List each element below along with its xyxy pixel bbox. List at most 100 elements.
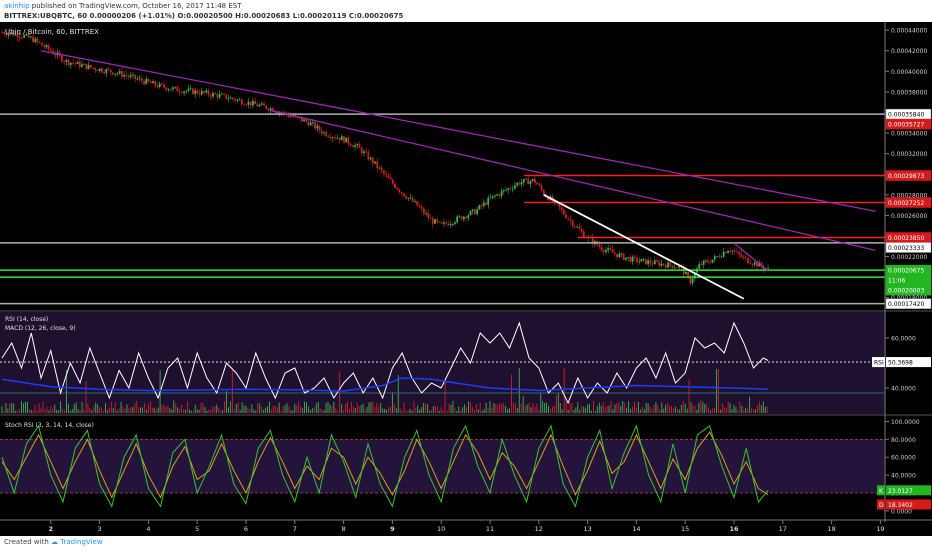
price-label: 0.00023333 <box>888 245 924 252</box>
price-tick-label: 0.00022000 <box>891 254 927 261</box>
stoch-k-value: 23.0127 <box>888 488 913 495</box>
candle-body <box>618 253 621 258</box>
price-tick-label: 0.00026000 <box>891 213 927 220</box>
candle-body <box>645 258 647 265</box>
candle-body <box>467 215 470 219</box>
candle-body <box>471 209 474 212</box>
candle-body <box>447 223 450 226</box>
candle-body <box>496 194 499 196</box>
candle-body <box>32 36 34 43</box>
candle-body <box>491 195 494 198</box>
candle-body <box>478 205 481 210</box>
change-label: 0.00000206 (+1.01%) <box>89 12 175 20</box>
macd-label: MACD (12, 26, close, 9) <box>5 325 76 332</box>
symbol-label: BITTREX:UBQBTC, 60 <box>4 12 88 20</box>
stoch-k-tag <box>877 485 885 496</box>
rsi-panel <box>0 312 885 414</box>
tradingview-link[interactable]: TradingView <box>60 538 103 546</box>
candle-body <box>514 185 516 189</box>
candle-body <box>78 61 81 67</box>
candle-body <box>684 272 687 275</box>
candle-body <box>365 151 368 153</box>
candle-body <box>165 87 168 90</box>
candle-body <box>691 278 694 284</box>
candle-body <box>707 260 709 263</box>
candle-body <box>209 94 212 97</box>
rsi-name-box <box>872 357 885 368</box>
candle-body <box>751 264 754 265</box>
candle-body <box>700 264 703 265</box>
candle-body <box>116 73 119 75</box>
candle-body <box>573 226 576 228</box>
candle-body <box>287 114 290 117</box>
candle-body <box>25 34 28 36</box>
candle-body <box>465 216 467 219</box>
candle-body <box>747 257 749 264</box>
candle-body <box>69 62 72 65</box>
candle-body <box>489 197 492 199</box>
candle-body <box>389 177 392 180</box>
price-label: 0.00035727 <box>888 122 924 129</box>
candle-body <box>81 64 83 67</box>
candle-body <box>240 99 243 105</box>
candle-body <box>351 145 354 147</box>
stoch-tick-label: 80.0000 <box>891 437 916 444</box>
candle-body <box>580 228 583 232</box>
candle-body <box>256 104 259 107</box>
time-tick-label: 7 <box>293 525 297 533</box>
candle-body <box>416 201 419 206</box>
candle-body <box>18 37 21 39</box>
candle-body <box>238 99 241 101</box>
stoch-label: Stoch RSI (3, 3, 14, 14, close) <box>5 422 94 429</box>
candle-body <box>758 262 761 267</box>
candle-body <box>305 119 308 122</box>
candle-body <box>660 263 663 266</box>
candle-body <box>451 223 454 225</box>
stoch-k-tag-label: K <box>879 488 884 495</box>
candle-body <box>656 260 658 262</box>
candle-body <box>647 260 650 265</box>
candle-body <box>522 179 525 183</box>
candle-body <box>147 78 150 82</box>
candle-body <box>533 178 536 183</box>
candle-body <box>591 237 594 245</box>
candle-body <box>569 219 572 221</box>
candle-body <box>487 197 490 205</box>
candle-body <box>249 101 252 106</box>
candle-body <box>223 93 225 95</box>
price-label: 0.00023850 <box>888 235 924 242</box>
open-label: O:0.00020500 <box>177 12 233 20</box>
time-tick-label: 19 <box>876 525 884 533</box>
candle-body <box>578 226 581 229</box>
candle-body <box>744 257 747 259</box>
candle-body <box>414 201 416 202</box>
candle-body <box>629 257 632 262</box>
candle-body <box>205 90 208 93</box>
candle-body <box>178 91 181 93</box>
stoch-rsi-panel <box>0 424 885 508</box>
time-tick-label: 6 <box>244 525 248 533</box>
candle-body <box>29 36 32 38</box>
candle-body <box>565 214 567 219</box>
rsi-band <box>0 312 885 414</box>
stoch-d-tag-label: D <box>879 502 884 509</box>
candle-body <box>89 64 92 68</box>
candle-body <box>420 207 423 209</box>
candle-body <box>54 53 57 56</box>
candle-body <box>689 276 692 284</box>
candle-body <box>693 272 696 279</box>
candle-body <box>374 161 376 164</box>
candle-body <box>276 112 279 114</box>
author-link[interactable]: akinhip <box>4 2 30 10</box>
candle-body <box>402 193 405 197</box>
candle-body <box>558 203 561 208</box>
candle-body <box>269 108 272 111</box>
candle-body <box>138 78 141 80</box>
chart-canvas[interactable]: Ubiq / Bitcoin, 60, BITTREX RSI (14, clo… <box>0 22 932 536</box>
candle-body <box>169 89 172 91</box>
candle-body <box>63 61 66 63</box>
price-label: 0.00020003 <box>888 288 924 295</box>
candle-body <box>347 137 350 144</box>
stoch-d-line <box>1 431 769 499</box>
candle-body <box>132 74 134 76</box>
